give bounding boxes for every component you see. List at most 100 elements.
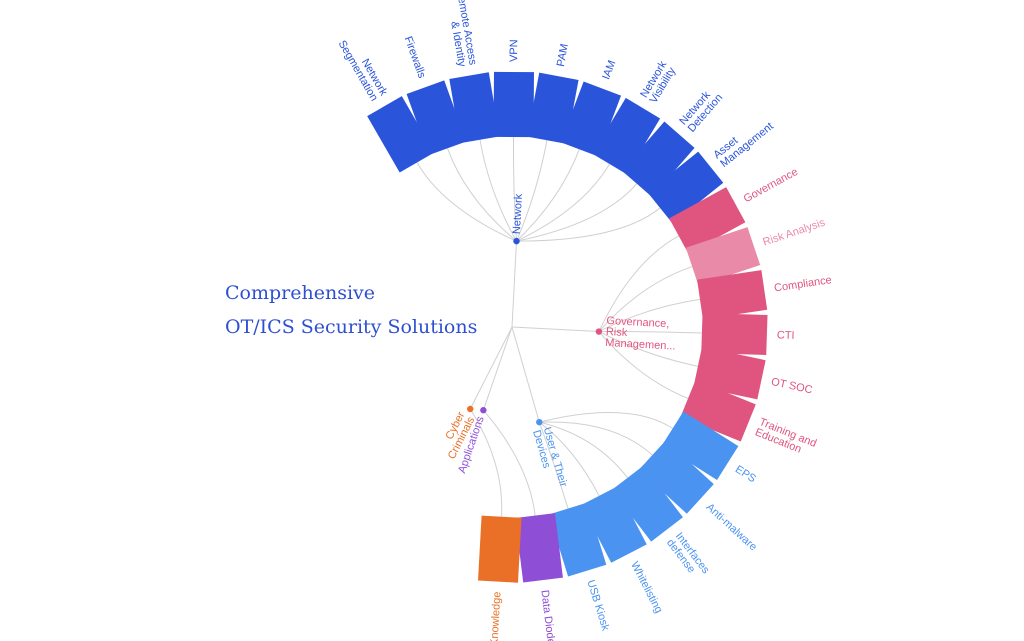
group-node-network [513,237,520,245]
leaf-label: Compliance [773,274,832,294]
leaf-bar [449,72,500,144]
leaf-bar [515,513,563,583]
group-node-users [536,418,543,426]
leaf-label-line: Data Diodes [538,589,557,641]
leaf-bar [493,71,535,138]
leaf-label: Whitelisting [628,560,664,615]
link-users-leaf [539,411,673,429]
leaf-label: Governance [742,166,800,205]
leaf-bar [611,465,683,542]
link-root-users [511,326,540,423]
leaf-label-line: Risk Analysis [761,216,827,248]
link-network-leaf [516,207,661,242]
leaf-label: Anti-malware [704,501,759,553]
leaf-bar [621,121,695,197]
link-governance-leaf [598,298,701,332]
link-network-leaf [516,140,548,242]
link-root-applications [482,326,513,411]
link-governance-leaf [598,331,698,367]
leaf-label-line: Governance [742,166,800,205]
title-line-2: OT/ICS Security Solutions [225,316,478,338]
link-network-leaf [416,162,517,242]
leaf-bar [638,440,714,514]
leaf-label: Interfacesdefense [664,530,712,583]
leaf-bar [527,72,579,144]
leaf-label: USB Kiosk [584,578,611,632]
leaf-label: NetworkVisibility [638,59,679,106]
leaf-label: Training andEducation [753,416,818,460]
leaf-label-line: Compliance [773,274,832,294]
leaf-bar [478,515,522,583]
leaf-label: Remote Access& Identity [443,0,479,68]
leaf-label-line: Firewalls [402,35,428,80]
group-node-cyber [467,405,474,413]
link-users-leaf [538,421,600,497]
leaf-label: Knowledge [488,591,503,641]
link-applications-leaf [482,409,536,516]
link-root-governance [511,326,599,333]
link-network-leaf [516,183,638,242]
leaf-label: IAM [600,59,618,82]
link-users-leaf [539,421,653,456]
link-network-leaf [447,148,517,242]
group-node-applications [480,407,487,414]
link-network-leaf [512,137,517,242]
leaf-bar [592,97,661,175]
group-label-governance: Governance,RiskManagemen... [605,315,677,353]
leaf-label: OT SOC [770,376,814,396]
leaf-label: CTI [777,329,795,342]
leaf-label: VPN [508,39,520,62]
leaf-label-line: EPS [733,463,758,485]
leaf-label-line: VPN [508,39,520,62]
link-network-leaf [516,163,611,242]
link-users-leaf [539,421,628,479]
leaf-label-line: Anti-malware [704,501,759,553]
leaf-label: AssetManagement [711,112,775,170]
leaf-bar [647,151,724,224]
links-layer [416,137,702,517]
link-governance-leaf [598,331,689,399]
link-root-network [511,241,518,328]
leaf-bar [581,486,647,563]
leaf-label-line: IAM [600,59,618,82]
leaf-bar [560,81,622,157]
link-network-leaf [479,139,517,242]
link-root-cyber [469,326,513,410]
group-label-line: Risk [606,326,628,339]
leaf-bar [693,346,766,400]
title-block: Comprehensive OT/ICS Security Solutions [225,276,477,344]
leaf-label: EPS [733,463,758,485]
leaf-label-line: Knowledge [488,591,503,641]
leaf-label-line: PAM [555,43,571,68]
group-label-line: Managemen... [605,337,676,353]
link-governance-leaf [598,266,693,332]
leaf-label: Data Diodes [538,589,557,641]
leaf-bar [662,411,739,480]
bars-layer [367,71,768,583]
leaf-bar [680,379,756,442]
title-line-1: Comprehensive [225,282,376,304]
leaf-label-line: USB Kiosk [584,578,611,632]
leaf-bar [367,96,435,173]
link-cyber-leaf [469,408,503,517]
link-network-leaf [516,149,580,242]
leaf-bar [697,270,768,320]
leaf-label: PAM [555,43,571,68]
leaf-bar [685,227,761,286]
group-label-line: Governance, [606,315,670,330]
leaf-bar [548,502,607,577]
leaf-label-line: OT SOC [770,376,814,396]
leaf-bar [406,80,467,156]
leaf-label-line: Whitelisting [628,560,664,615]
link-users-leaf [538,421,569,509]
leaf-label-line: CTI [777,329,795,342]
link-governance-leaf [598,235,679,332]
leaf-label: NetworkDetection [677,84,725,134]
leaf-label: Risk Analysis [761,216,827,248]
group-label-line: Network [511,193,525,234]
leaf-bar [701,312,768,355]
group-label-network: Network [511,193,525,234]
leaf-bar [669,187,746,254]
group-label-users: User & TheirDevices [530,426,569,492]
